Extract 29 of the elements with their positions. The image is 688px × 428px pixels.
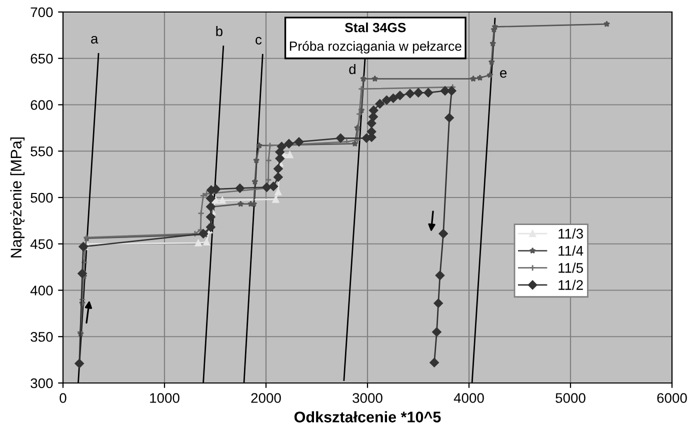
x-tick-label: 1000 [150,393,180,403]
x-tick-label: 0 [60,393,66,403]
legend-label: 11/5 [558,262,583,273]
series-label: d [349,64,356,74]
series-label: a [91,36,98,44]
x-tick-label: 2000 [251,393,281,403]
text: Próba rozciągania w pełzarce [290,41,462,54]
series-label: b [216,26,222,36]
series-label: e [500,70,507,78]
text: Stal 34GS [344,22,406,32]
legend-label: 11/2 [558,280,583,290]
y-tick-label: 400 [30,286,53,296]
y-tick-label: 650 [30,54,53,64]
y-tick-label: 350 [30,332,53,342]
legend-label: 11/4 [558,246,584,256]
legend-label: 11/3 [558,228,583,239]
series-label: c [256,36,262,45]
y-tick-label: 500 [30,192,53,203]
y-tick-label: 300 [30,378,53,388]
x-tick-label: 3000 [352,393,382,403]
y-tick-label: 600 [30,100,53,110]
x-tick-label: 4000 [454,393,484,403]
y-axis-title: Naprężenie [MPa] [10,137,25,258]
y-tick-label: 450 [30,239,53,250]
x-tick-label: 5000 [556,393,586,403]
x-tick-label: 6000 [657,393,687,403]
x-axis-title: Odkształcenie *10^5 [294,411,441,422]
y-tick-label: 550 [30,146,53,156]
y-tick-label: 700 [30,7,53,18]
